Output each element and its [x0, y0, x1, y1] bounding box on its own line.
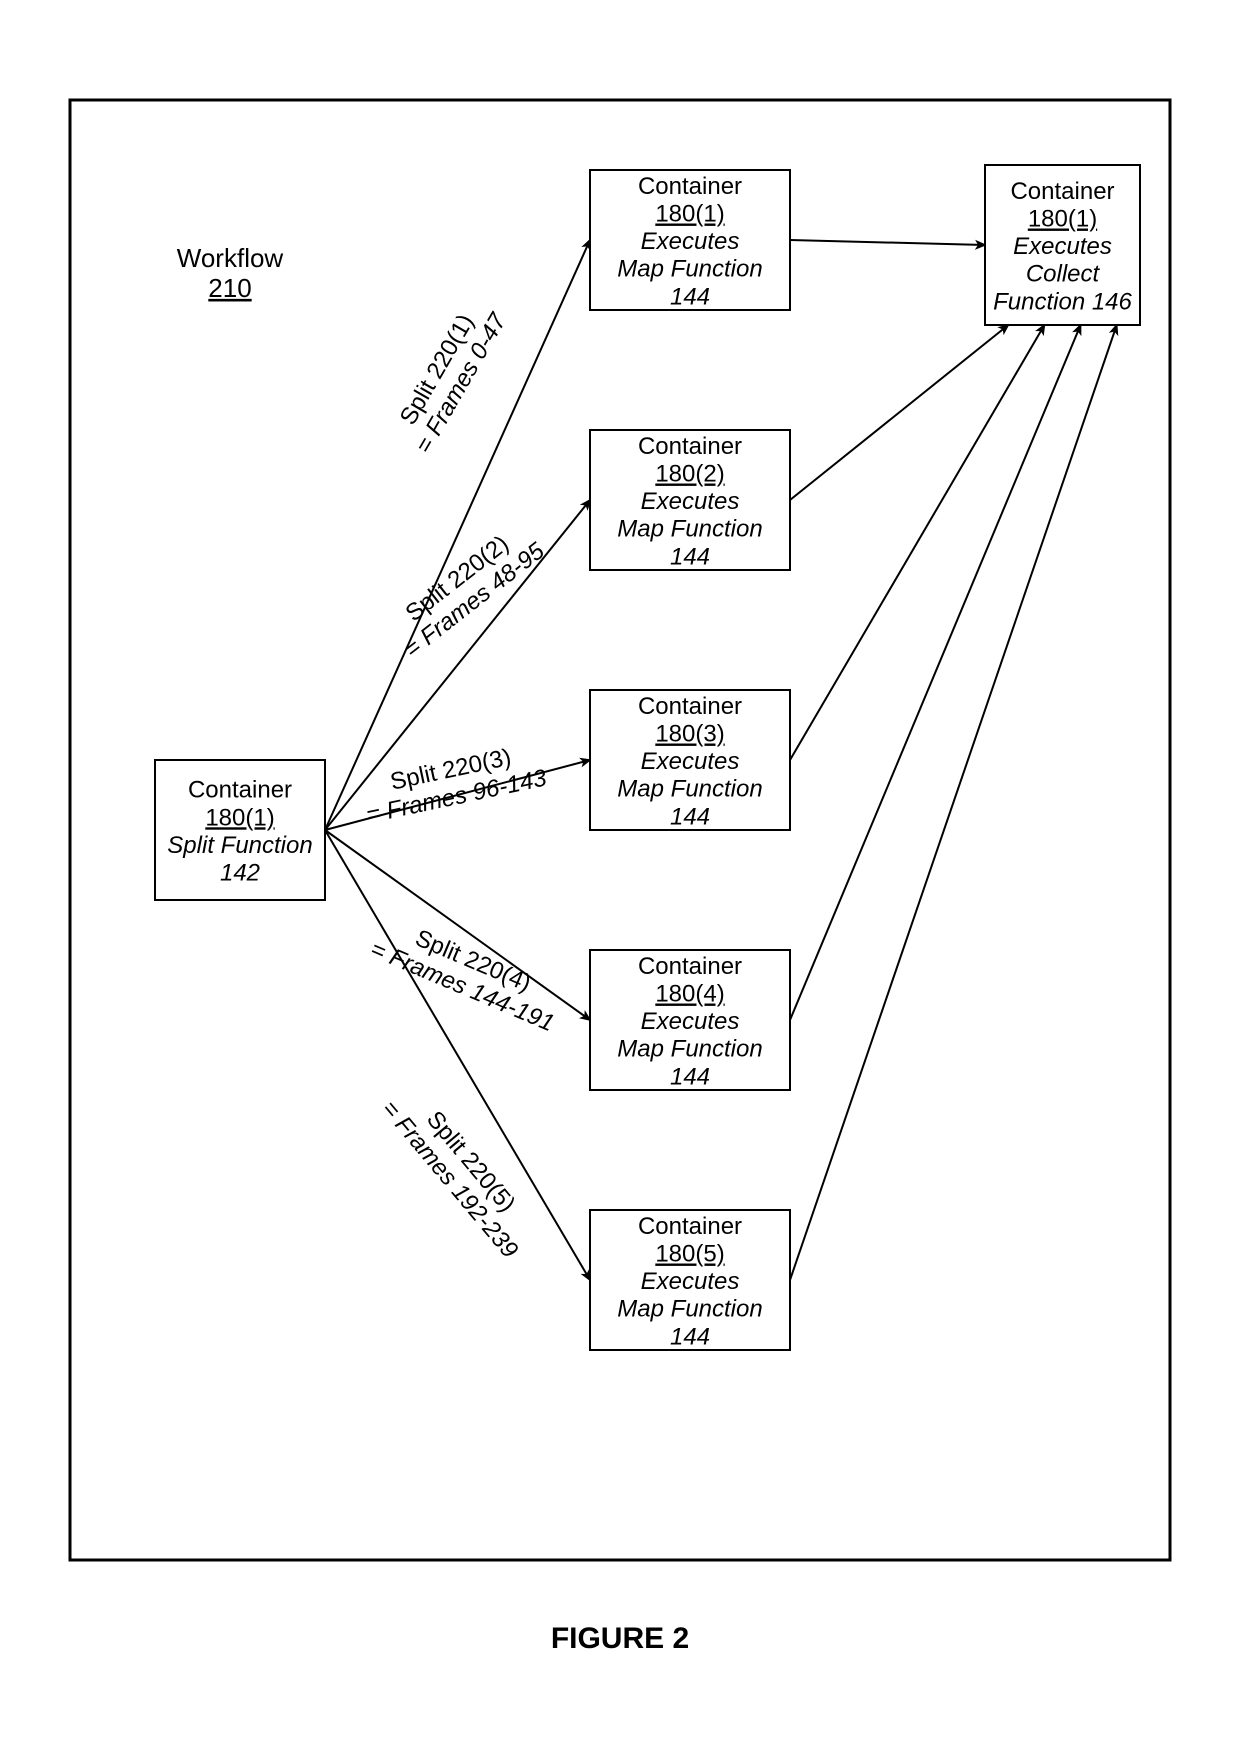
svg-text:Container: Container [638, 173, 742, 200]
svg-text:180(1): 180(1) [655, 201, 724, 228]
svg-text:Executes: Executes [641, 228, 740, 255]
edge-label-split-1: Split 220(1)= Frames 0-47 [386, 294, 512, 458]
svg-text:Split Function: Split Function [167, 832, 312, 859]
diagram-canvas: Container180(1)Split Function142Containe… [0, 0, 1240, 1741]
split-container-node: Container180(1)Split Function142 [155, 760, 325, 900]
svg-text:Container: Container [1010, 178, 1114, 205]
edge-label-split-3: Split 220(3)= Frames 96-143 [358, 737, 549, 829]
svg-text:144: 144 [670, 543, 710, 570]
svg-text:142: 142 [220, 860, 260, 887]
svg-text:Collect: Collect [1026, 261, 1101, 288]
svg-text:180(5): 180(5) [655, 1241, 724, 1268]
edge-map-3-to-collect [790, 325, 1044, 760]
map-container-node-4: Container180(4)ExecutesMap Function144 [590, 950, 790, 1090]
edge-map-5-to-collect [790, 325, 1117, 1280]
edge-label-split-2: Split 220(2)= Frames 48-95 [382, 515, 550, 663]
svg-text:Map Function: Map Function [617, 256, 762, 283]
edge-label-split-5: Split 220(5)= Frames 192-239 [376, 1078, 544, 1264]
svg-text:Container: Container [638, 693, 742, 720]
edge-label-split-4: Split 220(4)= Frames 144-191 [366, 910, 568, 1037]
figure-caption: FIGURE 2 [551, 1622, 689, 1655]
svg-text:Map Function: Map Function [617, 1296, 762, 1323]
svg-text:Map Function: Map Function [617, 1036, 762, 1063]
nodes-layer: Container180(1)Split Function142Containe… [155, 165, 1140, 1350]
svg-text:Executes: Executes [641, 488, 740, 515]
svg-text:180(3): 180(3) [655, 721, 724, 748]
svg-text:Executes: Executes [641, 1008, 740, 1035]
svg-text:Executes: Executes [1013, 233, 1112, 260]
svg-text:Map Function: Map Function [617, 776, 762, 803]
workflow-id: 210 [208, 273, 251, 303]
svg-text:Container: Container [638, 433, 742, 460]
svg-text:144: 144 [670, 803, 710, 830]
svg-text:144: 144 [670, 1063, 710, 1090]
edge-split-to-map-5 [325, 830, 590, 1280]
svg-text:180(4): 180(4) [655, 981, 724, 1008]
svg-text:180(1): 180(1) [1028, 206, 1097, 233]
collect-container-node: Container180(1)ExecutesCollectFunction 1… [985, 165, 1140, 325]
svg-text:144: 144 [670, 1323, 710, 1350]
svg-text:Container: Container [638, 953, 742, 980]
svg-text:Executes: Executes [641, 748, 740, 775]
map-container-node-1: Container180(1)ExecutesMap Function144 [590, 170, 790, 310]
map-container-node-5: Container180(5)ExecutesMap Function144 [590, 1210, 790, 1350]
edge-map-1-to-collect [790, 240, 985, 245]
svg-text:180(1): 180(1) [205, 804, 274, 831]
svg-text:Container: Container [638, 1213, 742, 1240]
map-container-node-2: Container180(2)ExecutesMap Function144 [590, 430, 790, 570]
edge-map-4-to-collect [790, 325, 1081, 1020]
edge-map-2-to-collect [790, 325, 1008, 500]
svg-text:Container: Container [188, 777, 292, 804]
svg-text:144: 144 [670, 283, 710, 310]
map-container-node-3: Container180(3)ExecutesMap Function144 [590, 690, 790, 830]
svg-text:Executes: Executes [641, 1268, 740, 1295]
svg-text:180(2): 180(2) [655, 461, 724, 488]
svg-text:Map Function: Map Function [617, 516, 762, 543]
svg-text:Function 146: Function 146 [993, 288, 1132, 315]
svg-text:Workflow: Workflow [177, 243, 284, 273]
